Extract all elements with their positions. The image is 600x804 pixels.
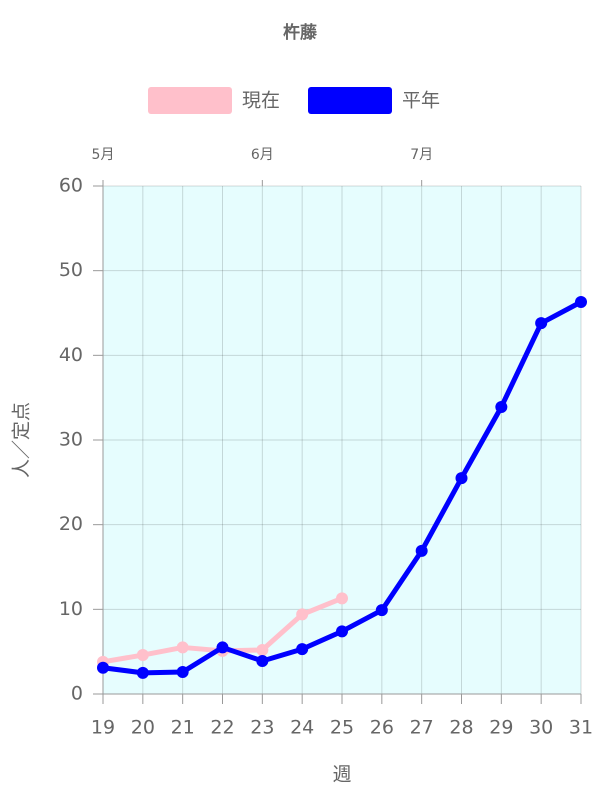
- point: [216, 641, 229, 654]
- point: [136, 666, 149, 679]
- point: [455, 472, 468, 485]
- legend-swatch: [148, 87, 232, 114]
- y-tick-label: 40: [59, 344, 83, 366]
- month-label: 7月: [410, 147, 433, 163]
- legend-label: 現在: [242, 90, 280, 112]
- y-tick-label: 10: [59, 598, 83, 620]
- x-tick-label: 23: [250, 717, 274, 739]
- x-tick-label: 27: [410, 717, 434, 739]
- month-label: 6月: [251, 147, 274, 163]
- x-tick-label: 29: [489, 717, 513, 739]
- x-axis-label: 週: [332, 764, 351, 786]
- y-tick-label: 50: [59, 259, 83, 281]
- point: [176, 641, 189, 654]
- y-tick-label: 60: [59, 175, 83, 197]
- point: [136, 649, 149, 662]
- legend-swatch: [308, 87, 392, 114]
- point: [256, 643, 269, 656]
- x-tick-label: 22: [210, 717, 234, 739]
- y-tick-label: 20: [59, 513, 83, 535]
- point: [415, 544, 428, 557]
- point: [336, 625, 348, 638]
- x-tick-label: 21: [171, 717, 195, 739]
- point: [495, 400, 508, 413]
- x-tick-label: 19: [91, 717, 115, 739]
- y-tick-label: 0: [71, 683, 83, 705]
- legend-label: 平年: [402, 90, 440, 112]
- x-tick-label: 31: [569, 717, 593, 739]
- y-axis-label: 人／定点: [11, 402, 33, 478]
- point: [375, 604, 388, 617]
- point: [575, 295, 587, 308]
- point: [176, 665, 189, 678]
- x-tick-label: 25: [330, 717, 354, 739]
- chart-title: 杵藤: [283, 22, 318, 43]
- point: [97, 661, 109, 674]
- x-tick-label: 30: [529, 717, 553, 739]
- month-label: 5月: [92, 147, 115, 163]
- point: [296, 608, 309, 621]
- point: [256, 654, 269, 667]
- point: [336, 592, 348, 605]
- x-tick-label: 28: [449, 717, 473, 739]
- y-tick-label: 30: [59, 429, 83, 451]
- x-tick-label: 24: [290, 717, 314, 739]
- plot-background: [103, 186, 581, 694]
- point: [296, 643, 309, 656]
- x-tick-label: 20: [131, 717, 155, 739]
- x-tick-label: 26: [370, 717, 394, 739]
- point: [535, 317, 548, 330]
